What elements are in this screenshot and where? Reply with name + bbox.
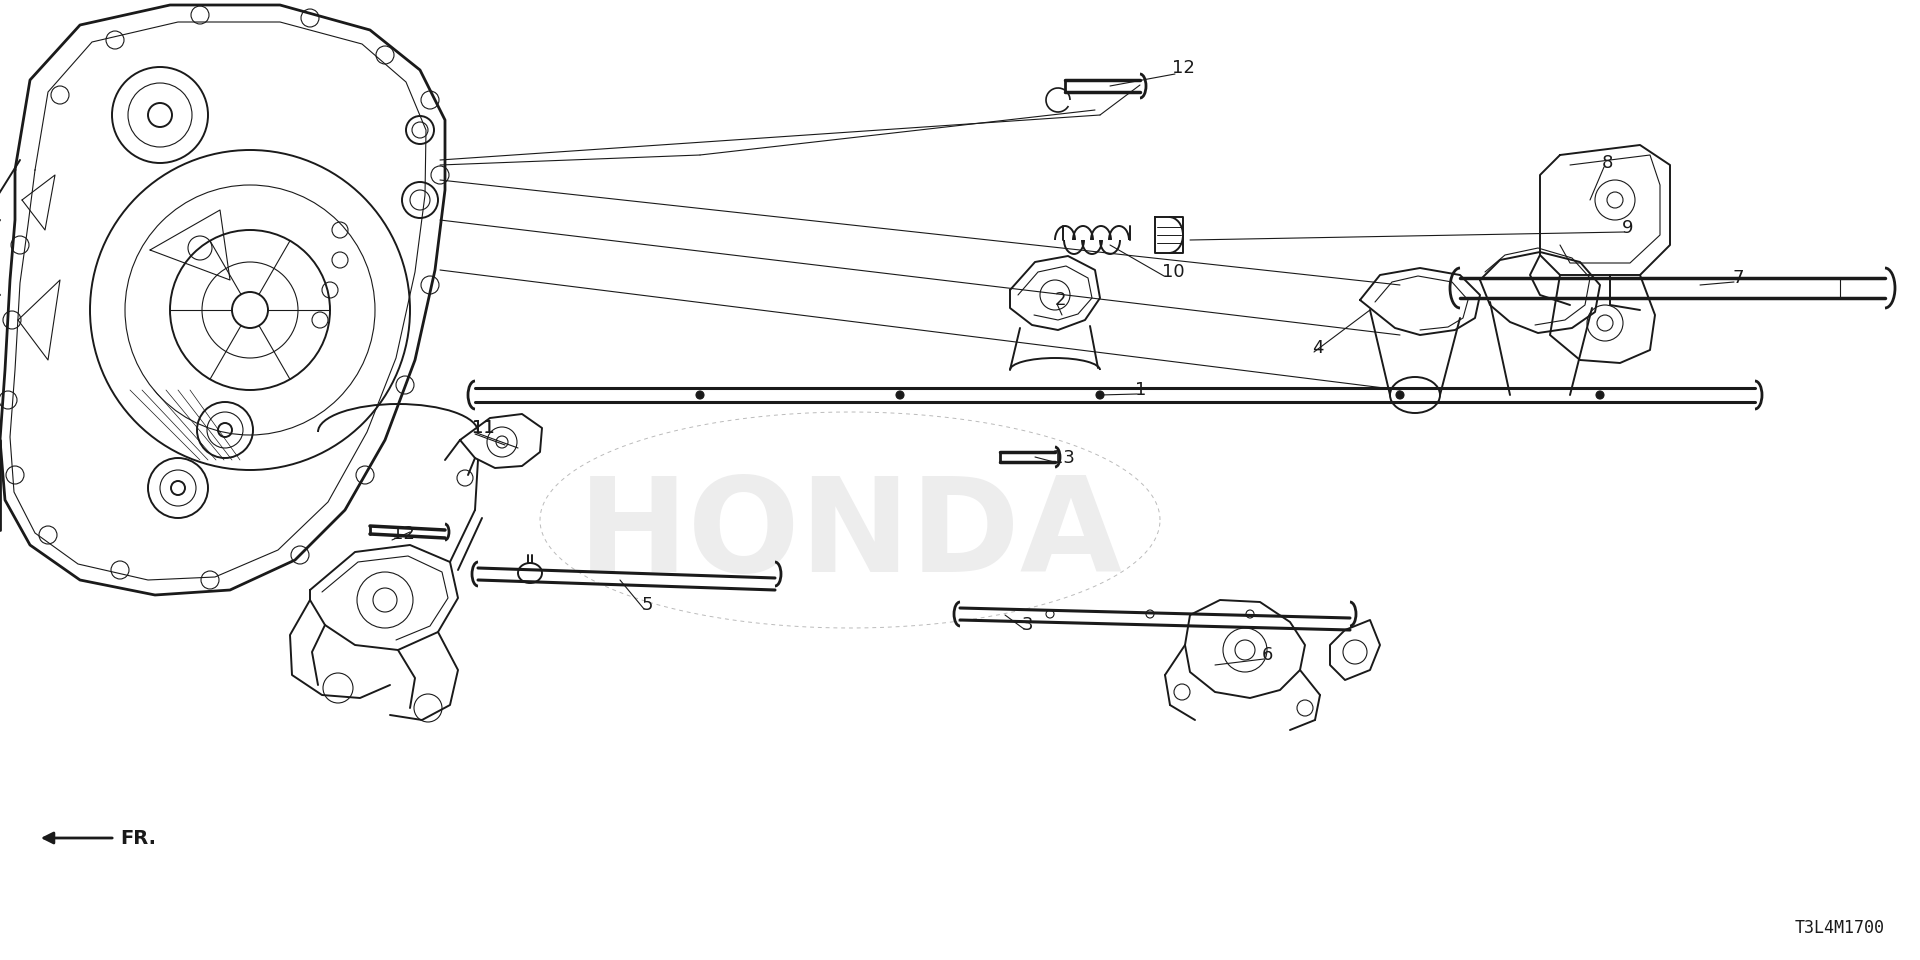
Text: 12: 12 — [1171, 59, 1194, 77]
Circle shape — [1096, 391, 1104, 399]
Text: 10: 10 — [1162, 263, 1185, 281]
Text: 4: 4 — [1311, 339, 1323, 357]
Circle shape — [897, 391, 904, 399]
Text: FR.: FR. — [119, 828, 156, 848]
Text: HONDA: HONDA — [578, 471, 1123, 598]
Text: 11: 11 — [472, 419, 495, 437]
Circle shape — [1396, 391, 1404, 399]
Text: 8: 8 — [1601, 154, 1613, 172]
Text: 1: 1 — [1135, 381, 1146, 399]
Text: 13: 13 — [1052, 449, 1075, 467]
Text: 7: 7 — [1732, 269, 1743, 287]
Text: 9: 9 — [1622, 219, 1634, 237]
Circle shape — [1596, 391, 1603, 399]
Text: T3L4M1700: T3L4M1700 — [1795, 919, 1885, 937]
Text: 12: 12 — [392, 525, 415, 543]
Circle shape — [695, 391, 705, 399]
Text: 6: 6 — [1261, 646, 1273, 664]
Text: 11: 11 — [472, 419, 495, 437]
Text: 3: 3 — [1021, 616, 1033, 634]
Text: 5: 5 — [641, 596, 653, 614]
Text: 2: 2 — [1054, 291, 1066, 309]
